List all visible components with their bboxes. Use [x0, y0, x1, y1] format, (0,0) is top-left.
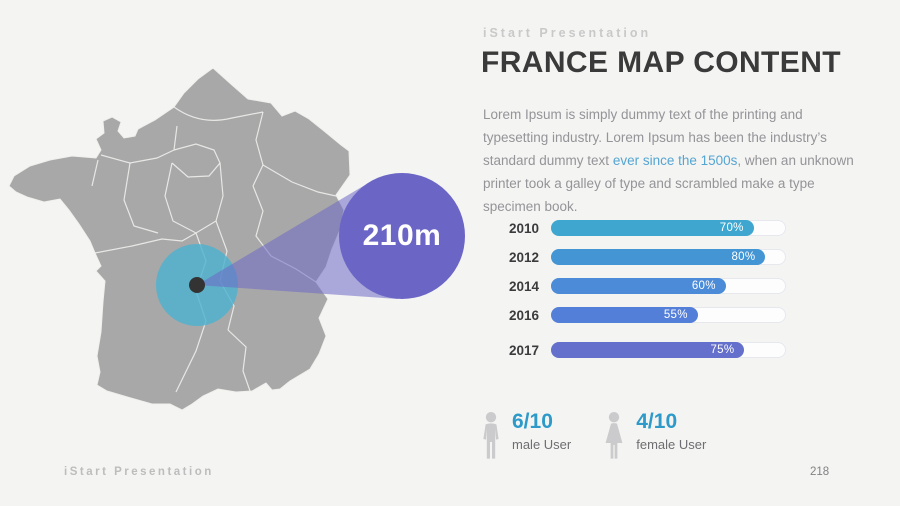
female-stat: 4/10 female User: [601, 410, 706, 459]
bar-fill: 75%: [551, 342, 745, 358]
location-dot: [189, 277, 205, 293]
bar-row: 2010 70%: [483, 220, 786, 236]
bar-track: 75%: [551, 342, 786, 358]
female-stat-label: female User: [636, 437, 707, 452]
bar-row: 2012 80%: [483, 249, 786, 265]
bar-row: 2017 75%: [483, 342, 786, 358]
description-part2: , when an unknown printer took a galley …: [483, 153, 854, 214]
bar-track: 80%: [551, 249, 786, 265]
page-title: FRANCE MAP CONTENT: [481, 46, 841, 79]
male-stat-label: male User: [512, 437, 572, 452]
bar-year-label: 2012: [508, 249, 539, 265]
bar-fill: 70%: [551, 220, 754, 236]
bar-value-label: 60%: [691, 280, 716, 292]
bar-value-label: 80%: [731, 251, 756, 263]
bar-year-label: 2010: [508, 220, 539, 236]
eyebrow-label: iStart Presentation: [483, 26, 652, 40]
bar-value-label: 70%: [719, 222, 744, 234]
footer-brand: iStart Presentation: [64, 466, 214, 478]
france-map: 210m: [8, 67, 465, 411]
bar-row: 2014 60%: [483, 278, 786, 294]
page-number: 218: [810, 466, 830, 478]
bar-value-label: 75%: [710, 344, 735, 356]
bar-fill: 55%: [551, 307, 698, 323]
bar-fill: 80%: [551, 249, 766, 265]
bar-fill: 60%: [551, 278, 726, 294]
callout-value: 210m: [362, 219, 442, 252]
description-link[interactable]: ever since the 1500s: [612, 153, 738, 168]
bar-year-label: 2016: [508, 307, 539, 323]
female-stat-value: 4/10: [636, 410, 678, 433]
description-part1: Lorem Ipsum is simply dummy text of the …: [483, 107, 827, 168]
france-map-svg: [8, 67, 465, 411]
male-icon: [483, 412, 499, 459]
description-text: Lorem Ipsum is simply dummy text of the …: [483, 103, 865, 218]
male-stat-value: 6/10: [512, 410, 553, 433]
bar-row: 2016 55%: [483, 307, 786, 323]
bar-year-label: 2017: [508, 342, 539, 358]
female-icon: [605, 412, 623, 459]
bar-chart: 2010 70% 2012 80% 2014 60% 2016 55% 2017 75%: [483, 220, 786, 371]
bar-track: 70%: [551, 220, 786, 236]
callout-circle: [339, 173, 465, 299]
bar-year-label: 2014: [508, 278, 539, 294]
bar-track: 55%: [551, 307, 786, 323]
bar-track: 60%: [551, 278, 786, 294]
user-stats: 6/10 male User 4/10 female User: [479, 410, 706, 459]
male-stat: 6/10 male User: [479, 410, 571, 459]
bar-value-label: 55%: [663, 309, 688, 321]
